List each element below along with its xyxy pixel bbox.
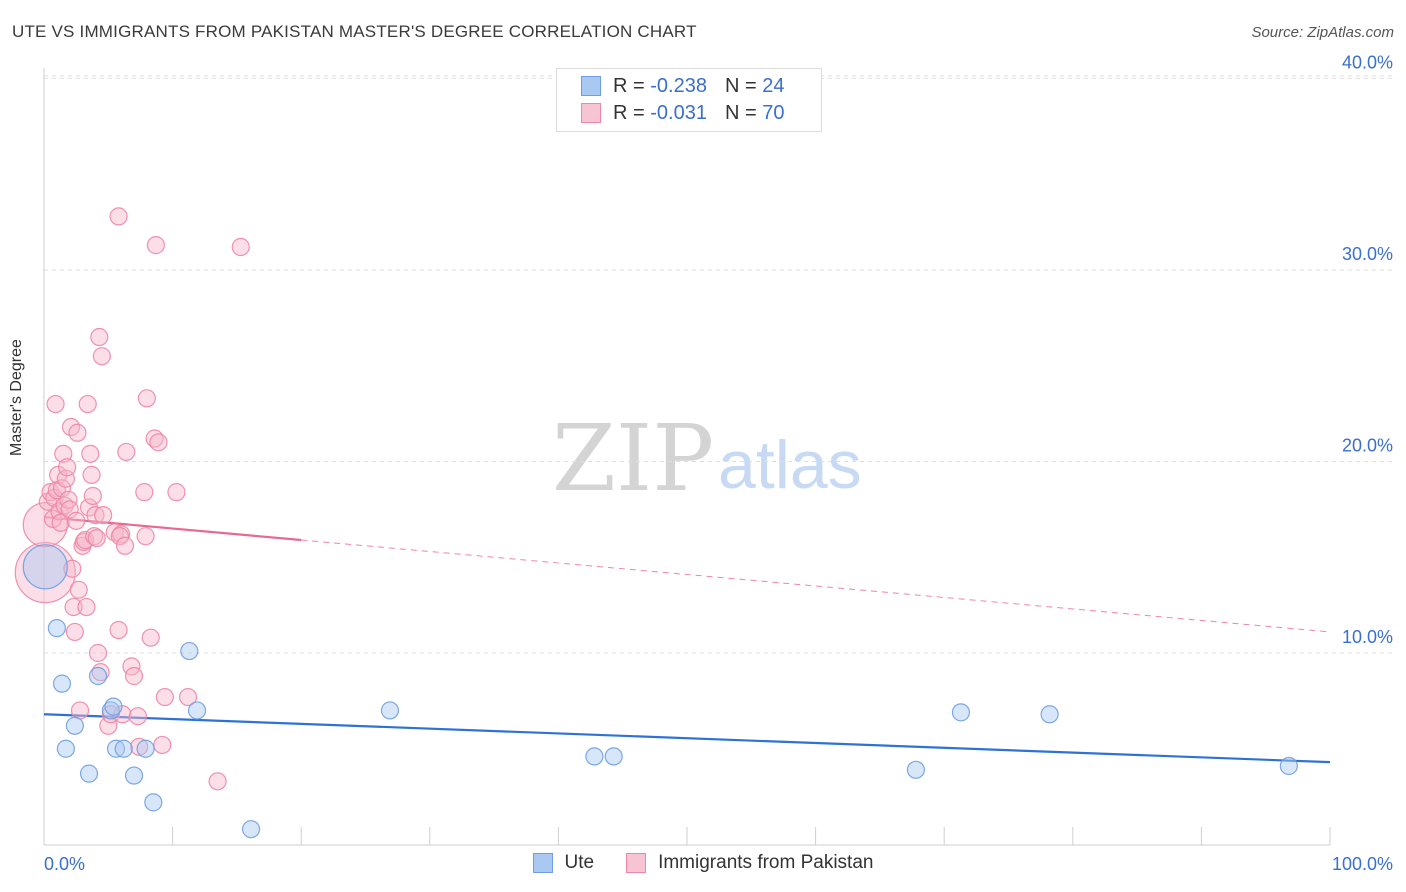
legend-label-ute: Ute <box>565 852 595 874</box>
point-ute <box>1041 706 1058 723</box>
point-ute <box>189 702 206 719</box>
legend-swatch-ute <box>533 853 553 873</box>
point-pakistan <box>83 466 100 483</box>
chart-svg: ZIP atlas 10.0%20.0%30.0%40.0%0.0% 100.0% <box>0 0 1406 892</box>
legend-r-label: R = <box>613 102 645 125</box>
legend-row-pakistan: R = -0.031 N = 70 <box>581 101 784 125</box>
point-pakistan <box>110 208 127 225</box>
trend-lines <box>44 517 1330 762</box>
legend-swatch-pakistan <box>581 103 601 123</box>
data-points <box>15 208 1297 838</box>
legend-n-value: 70 <box>762 102 784 125</box>
point-ute <box>586 748 603 765</box>
point-ute <box>605 748 622 765</box>
legend-swatch-ute <box>581 76 601 96</box>
point-ute <box>105 698 122 715</box>
point-pakistan <box>136 484 153 501</box>
point-ute <box>23 545 67 589</box>
series-legend: Ute Immigrants from Pakistan <box>0 852 1406 874</box>
point-pakistan <box>138 390 155 407</box>
y-tick-label: 40.0% <box>1342 53 1393 73</box>
point-ute <box>137 740 154 757</box>
point-pakistan <box>93 348 110 365</box>
point-ute <box>54 675 71 692</box>
point-pakistan <box>82 445 99 462</box>
trend-line-pakistan-extension <box>301 540 1330 632</box>
point-ute <box>115 740 132 757</box>
point-pakistan <box>110 622 127 639</box>
point-ute <box>57 740 74 757</box>
legend-r-value: -0.238 <box>650 75 707 98</box>
y-tick-label: 20.0% <box>1342 436 1393 456</box>
trend-line-ute <box>44 714 1330 762</box>
point-pakistan <box>79 396 96 413</box>
point-pakistan <box>66 623 83 640</box>
point-pakistan <box>69 424 86 441</box>
watermark: ZIP atlas <box>552 405 862 512</box>
legend-r-value: -0.031 <box>650 102 707 125</box>
legend-item-ute[interactable]: Ute <box>533 852 595 874</box>
point-ute <box>126 767 143 784</box>
point-pakistan <box>95 507 112 524</box>
legend-n-value: 24 <box>762 75 784 98</box>
point-pakistan <box>232 239 249 256</box>
y-tick-label: 10.0% <box>1342 627 1393 647</box>
point-ute <box>181 643 198 660</box>
point-pakistan <box>150 434 167 451</box>
point-pakistan <box>209 773 226 790</box>
watermark-zip: ZIP <box>552 405 714 512</box>
point-pakistan <box>137 528 154 545</box>
legend-swatch-pakistan <box>626 853 646 873</box>
point-ute <box>66 717 83 734</box>
legend-item-pakistan[interactable]: Immigrants from Pakistan <box>626 852 873 874</box>
grid <box>44 76 1392 653</box>
legend-r-label: R = <box>613 75 645 98</box>
legend-n-label: N = <box>725 75 757 98</box>
point-pakistan <box>91 329 108 346</box>
point-pakistan <box>129 708 146 725</box>
point-pakistan <box>118 443 135 460</box>
point-ute <box>243 821 260 838</box>
point-pakistan <box>78 599 95 616</box>
point-pakistan <box>156 689 173 706</box>
point-ute <box>48 620 65 637</box>
point-pakistan <box>126 667 143 684</box>
point-pakistan <box>154 736 171 753</box>
legend-n-label: N = <box>725 102 757 125</box>
point-ute <box>1280 757 1297 774</box>
point-pakistan <box>47 396 64 413</box>
point-ute <box>90 667 107 684</box>
legend-row-ute: R = -0.238 N = 24 <box>581 74 784 98</box>
y-axis-label: Master's Degree <box>8 339 26 456</box>
point-pakistan <box>147 237 164 254</box>
point-pakistan <box>90 645 107 662</box>
point-pakistan <box>70 581 87 598</box>
point-pakistan <box>72 702 89 719</box>
point-pakistan <box>68 512 85 529</box>
watermark-atlas: atlas <box>718 427 862 503</box>
correlation-legend: R = -0.238 N = 24 R = -0.031 N = 70 <box>556 68 822 132</box>
point-pakistan <box>168 484 185 501</box>
point-ute <box>81 765 98 782</box>
point-pakistan <box>84 487 101 504</box>
y-tick-label: 30.0% <box>1342 244 1393 264</box>
point-ute <box>145 794 162 811</box>
legend-label-pakistan: Immigrants from Pakistan <box>658 852 873 874</box>
point-ute <box>952 704 969 721</box>
point-ute <box>907 761 924 778</box>
point-pakistan <box>88 530 105 547</box>
point-pakistan <box>117 537 134 554</box>
point-ute <box>381 702 398 719</box>
point-pakistan <box>142 629 159 646</box>
point-pakistan <box>59 459 76 476</box>
